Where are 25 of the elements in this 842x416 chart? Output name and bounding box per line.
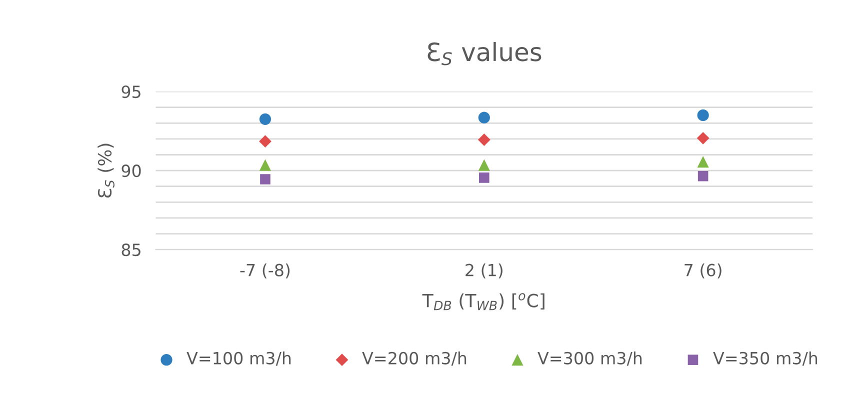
point [478,134,490,146]
point [479,172,490,183]
legend-label: V=200 m3/h [362,352,466,366]
y-tick-label: 95 [122,85,140,98]
point [259,113,272,125]
point [698,170,708,182]
y-tick-label: 90 [122,164,141,178]
point [697,156,709,168]
x-tick-label: 7 (6) [684,264,722,278]
chart-title: Ɛ$_{S}$ values [428,42,542,66]
point [697,109,709,122]
point [478,112,490,124]
x-axis-title: T$_{DB}$ (T$_{WB}$) [$^{o}$C] [422,293,544,310]
legend-label: V=350 m3/h [713,352,818,366]
point [259,135,272,148]
legend-label: V=100 m3/h [186,352,291,366]
point [478,159,490,171]
x-tick-label: -7 (-8) [240,264,290,278]
point [260,174,270,184]
x-tick-label: 2 (1) [466,264,502,278]
y-tick-label: 85 [122,244,140,256]
y-axis-title: Ɛ$_{S}$ (%) [98,144,114,198]
point [696,132,710,144]
point [259,159,272,171]
legend-label: V=300 m3/h [538,352,642,366]
